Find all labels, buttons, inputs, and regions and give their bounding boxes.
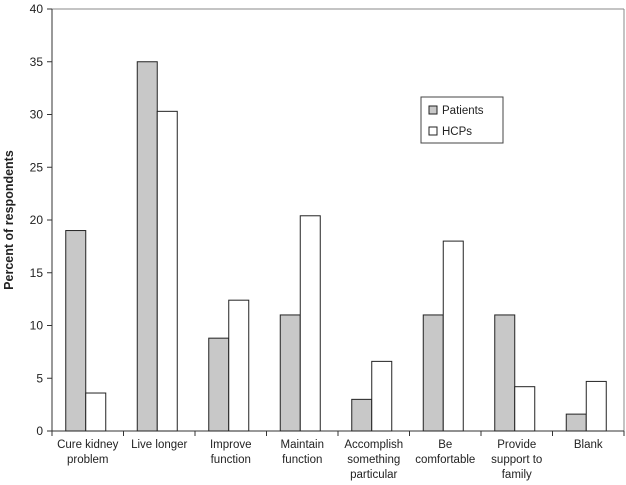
x-category-label-line: function [282, 454, 322, 466]
bar-hcps [371, 360, 393, 432]
bar-patients [351, 398, 373, 432]
bar-patients [422, 314, 444, 432]
bar-patients [208, 337, 230, 432]
x-category-label-line: problem [67, 454, 109, 466]
bars [65, 61, 607, 432]
bar-patients [136, 61, 158, 432]
labels: 0 5 10 15 20 25 30 35 40 Percent of respondents Cu… [2, 2, 603, 481]
bar-hcps [85, 392, 107, 432]
y-tick-label: 30 [30, 108, 44, 122]
bar-patients [565, 413, 587, 432]
x-category-label-line: family [502, 469, 532, 481]
x-category-label-line: Improve [210, 439, 252, 451]
legend-swatch-patients [428, 105, 438, 115]
y-tick-label: 15 [30, 266, 44, 280]
x-category-label: Maintain function [281, 439, 324, 466]
bar-patients [65, 230, 87, 432]
bar-hcps [156, 110, 178, 432]
y-tick-label: 5 [36, 371, 43, 385]
legend: Patients HCPs [420, 96, 504, 144]
x-category-label: Live longer [131, 439, 187, 451]
x-category-label-line: Cure kidney [57, 439, 119, 451]
y-tick-label: 0 [36, 424, 43, 438]
bar-hcps [228, 299, 250, 432]
x-category-label: Be comfortable [415, 439, 475, 466]
bar-hcps [585, 380, 607, 432]
y-tick-label: 10 [30, 319, 44, 333]
x-category-label-line: Blank [574, 439, 603, 451]
x-category-label-line: Maintain [281, 439, 324, 451]
legend-label-patients: Patients [442, 105, 484, 117]
x-category-label-line: Be [438, 439, 452, 451]
legend-label-hcps: HCPs [442, 126, 472, 138]
legend-swatch-hcps [428, 126, 438, 136]
y-tick-label: 25 [30, 160, 44, 174]
y-axis-title: Percent of respondents [2, 150, 16, 290]
bar-hcps [299, 215, 321, 432]
y-tick-label: 20 [30, 213, 44, 227]
bar-patients [279, 314, 301, 432]
y-tick-label: 40 [30, 2, 44, 16]
x-category-label: Improve function [210, 439, 252, 466]
x-category-label-line: function [211, 454, 251, 466]
x-category-label-line: support to [491, 454, 542, 466]
x-category-label: Cure kidney problem [57, 439, 119, 466]
y-tick-label: 35 [30, 55, 44, 69]
x-category-label-line: comfortable [415, 454, 475, 466]
x-category-label-line: Provide [497, 439, 536, 451]
axes [47, 8, 625, 436]
bar-hcps [442, 240, 464, 432]
bar-patients [494, 314, 516, 432]
x-category-label: Accomplish something particular [344, 439, 403, 481]
x-category-label: Blank [574, 439, 603, 451]
x-category-label-line: particular [350, 469, 397, 481]
bar-hcps [514, 386, 536, 432]
x-category-label: Provide support to family [491, 439, 542, 481]
x-category-label-line: Live longer [131, 439, 187, 451]
x-category-label-line: Accomplish [344, 439, 403, 451]
x-category-label-line: something [347, 454, 400, 466]
